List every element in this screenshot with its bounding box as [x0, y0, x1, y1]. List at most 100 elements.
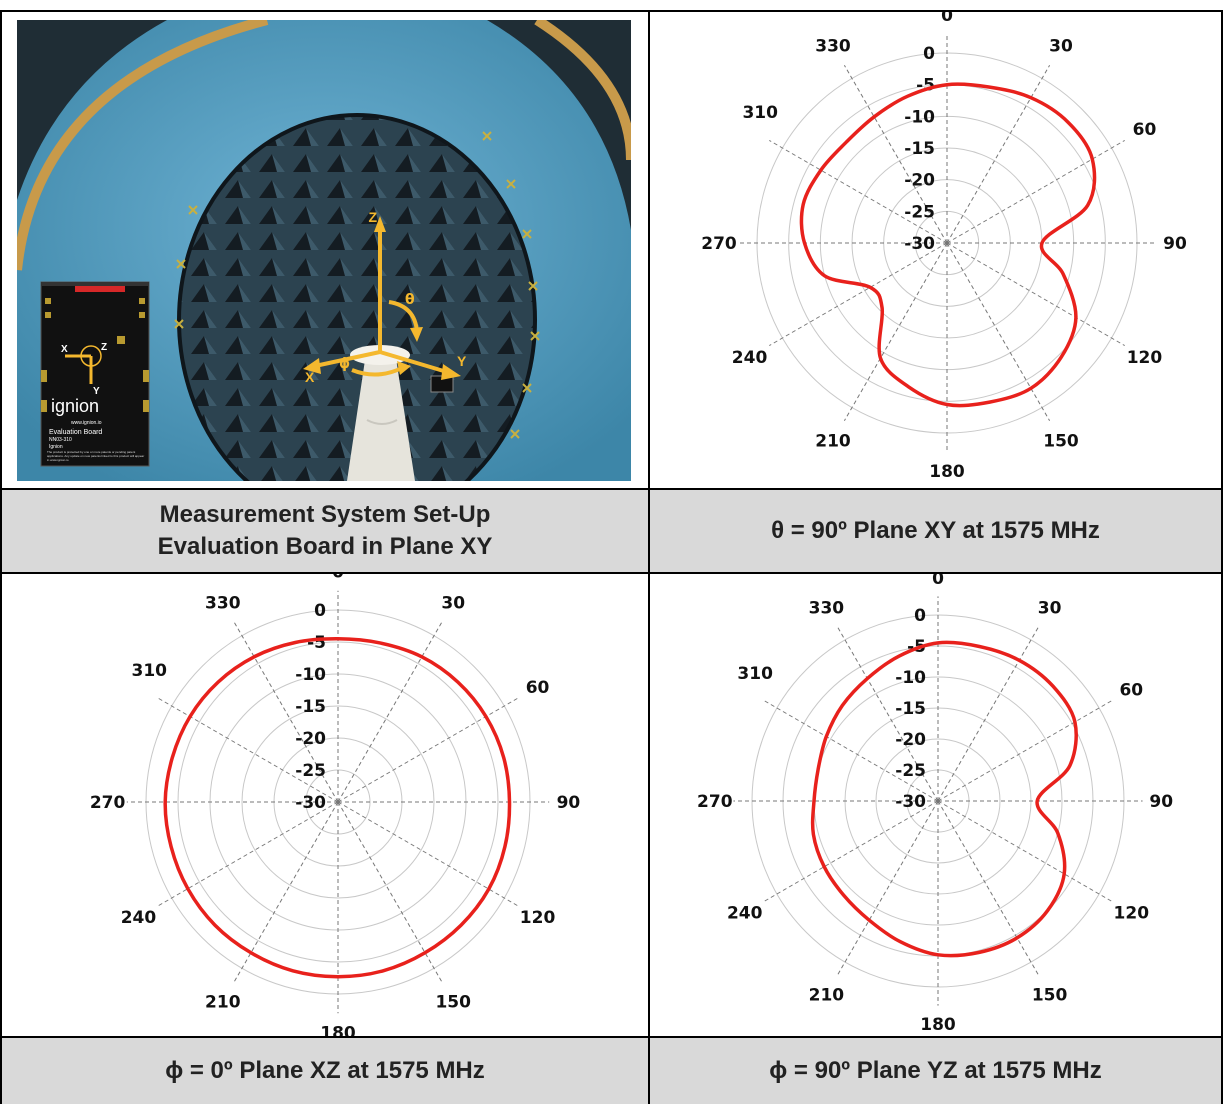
polar-spoke: [938, 801, 1112, 901]
angle-tick-label: 0: [941, 12, 953, 26]
polar-spoke: [338, 802, 518, 906]
caption-plane-xz-text: ϕ = 0º Plane XZ at 1575 MHz: [165, 1055, 485, 1087]
axis-label-z: Z: [368, 209, 377, 225]
board-axis-x: X: [61, 344, 68, 355]
ring-tick-label: -15: [904, 139, 935, 159]
angle-tick-label: 120: [1114, 904, 1150, 924]
angle-tick-label: 180: [320, 1023, 356, 1036]
angle-tick-label: 310: [742, 103, 778, 123]
ring-tick-label: -20: [895, 730, 926, 750]
polar-plot-xy: 0 30 60 90 120 150 180 210 240 270 310 330 0 -5 -10 -15…: [650, 12, 1221, 488]
polar-spoke: [938, 701, 1112, 801]
angle-tick-label: 150: [1043, 431, 1079, 451]
caption-setup: Measurement System Set-Up Evaluation Boa…: [2, 490, 648, 572]
polar-spoke: [338, 802, 442, 982]
caption-setup-line2: Evaluation Board in Plane XY: [158, 531, 493, 563]
caption-setup-line1: Measurement System Set-Up: [160, 499, 491, 531]
ring-tick-label: -20: [295, 729, 326, 749]
chamber-illustration: Z Y X θ ϕ: [17, 20, 631, 481]
angle-tick-label: 180: [929, 462, 965, 482]
ring-tick-label: -10: [904, 107, 935, 127]
angle-tick-label: 150: [1032, 985, 1068, 1005]
polar-spoke: [947, 65, 1050, 243]
polar-spoke: [938, 627, 1038, 801]
axis-label-x: X: [305, 369, 315, 385]
angle-tick-label: 270: [90, 793, 126, 813]
measurement-setup-photo: Z Y X θ ϕ: [17, 20, 631, 481]
angle-tick-label: 30: [441, 593, 465, 613]
polar-spoke: [947, 243, 1125, 346]
polar-spoke: [338, 698, 518, 802]
evaluation-board-inset: X Y Z ignion www.ignion.io Evaluation Bo…: [41, 282, 149, 466]
ring-tick-label: -20: [904, 171, 935, 191]
ring-tick-label: -5: [307, 633, 326, 653]
board-legal: The product is protected by one or more …: [47, 450, 145, 466]
ring-tick-label: 0: [314, 601, 326, 621]
angle-tick-label: 120: [1127, 348, 1163, 368]
polar-spoke: [947, 243, 1050, 421]
ring-tick-label: -25: [904, 202, 935, 222]
caption-plane-xz: ϕ = 0º Plane XZ at 1575 MHz: [2, 1038, 648, 1104]
ring-tick-label: 0: [914, 606, 926, 626]
angle-tick-label: 210: [205, 993, 241, 1013]
angle-tick-label: 330: [809, 599, 845, 619]
ring-tick-label: -25: [295, 761, 326, 781]
board-title: Evaluation Board: [49, 429, 102, 436]
angle-tick-label: 310: [132, 661, 168, 681]
angle-tick-label: 330: [815, 37, 851, 57]
polar-plot-xz-svg: 0 30 60 90 120 150 180 210 240 270 310 330 0 -5 -10 -15…: [2, 574, 648, 1036]
ring-tick-label: -10: [295, 665, 326, 685]
angle-tick-label: 60: [1133, 120, 1157, 140]
ring-tick-label: -30: [904, 234, 935, 254]
angle-tick-label: 90: [1163, 234, 1187, 254]
caption-plane-xy-text: θ = 90º Plane XY at 1575 MHz: [771, 515, 1100, 547]
ring-tick-label: -15: [295, 697, 326, 717]
polar-plot-xz: 0 30 60 90 120 150 180 210 240 270 310 330 0 -5 -10 -15…: [2, 574, 648, 1036]
angle-tick-label: 240: [727, 904, 763, 924]
angle-tick-label: 60: [526, 678, 550, 698]
radiation-pattern-line: [813, 642, 1077, 955]
axis-label-phi: ϕ: [339, 356, 350, 372]
angle-tick-label: 0: [932, 574, 944, 589]
angle-tick-label: 0: [332, 574, 344, 583]
board-brand: ignion: [51, 396, 99, 416]
ring-tick-label: -30: [295, 793, 326, 813]
angle-tick-label: 180: [920, 1015, 956, 1035]
polar-spoke: [338, 622, 442, 802]
polar-spoke: [947, 140, 1125, 243]
angle-tick-label: 240: [732, 348, 768, 368]
caption-plane-xy: θ = 90º Plane XY at 1575 MHz: [650, 490, 1221, 572]
angle-tick-label: 240: [121, 908, 157, 928]
polar-spoke: [158, 802, 338, 906]
angle-tick-label: 120: [520, 908, 556, 928]
axis-label-theta: θ: [405, 292, 415, 308]
ring-tick-label: -30: [895, 792, 926, 812]
ring-tick-label: -10: [895, 668, 926, 688]
board-url: www.ignion.io: [71, 420, 102, 426]
angle-tick-label: 330: [205, 593, 241, 613]
polar-spoke: [844, 243, 947, 421]
angle-tick-label: 270: [701, 234, 737, 254]
angle-tick-label: 30: [1049, 37, 1073, 57]
caption-plane-yz: ϕ = 90º Plane YZ at 1575 MHz: [650, 1038, 1221, 1104]
radiation-pattern-line: [165, 639, 509, 977]
polar-spoke: [234, 802, 338, 982]
angle-tick-label: 310: [737, 664, 773, 684]
angle-tick-label: 90: [557, 793, 581, 813]
polar-spoke: [764, 801, 938, 901]
polar-spoke: [769, 243, 947, 346]
board-part: NN03-310: [49, 437, 72, 443]
angle-tick-label: 90: [1149, 792, 1173, 812]
angle-tick-label: 270: [697, 792, 733, 812]
angle-tick-label: 60: [1119, 680, 1143, 700]
board-axis-z: Z: [101, 342, 107, 353]
angle-tick-label: 210: [809, 985, 845, 1005]
angle-tick-label: 30: [1038, 599, 1062, 619]
ring-tick-label: -15: [895, 699, 926, 719]
angle-tick-label: 150: [435, 993, 471, 1013]
angle-tick-label: 210: [815, 431, 851, 451]
ring-tick-label: 0: [923, 44, 935, 64]
